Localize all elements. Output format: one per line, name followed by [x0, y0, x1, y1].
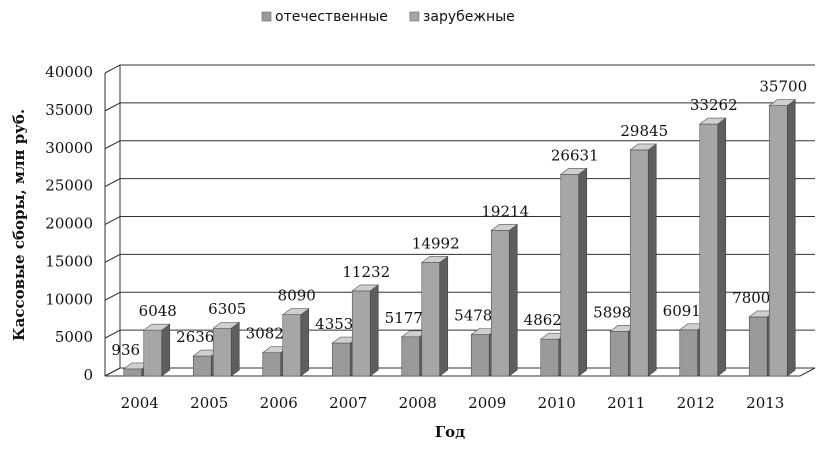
- grid-line: [104, 64, 815, 74]
- x-tick-label: 2010: [538, 394, 576, 412]
- bar-front: [490, 230, 510, 377]
- bar-top: [212, 321, 241, 329]
- bar: [281, 308, 310, 377]
- bar-front: [629, 149, 649, 377]
- bar-front: [679, 329, 699, 377]
- bar-top: [768, 99, 797, 106]
- bar-top: [142, 323, 171, 331]
- bar-side: [717, 117, 727, 377]
- bar-top: [629, 143, 658, 151]
- legend-label: отечественные: [275, 9, 388, 25]
- bar-front: [351, 290, 371, 377]
- bar-front: [212, 327, 232, 377]
- bar: [559, 167, 588, 377]
- bar-front: [262, 352, 282, 377]
- data-label: 6091: [663, 302, 701, 320]
- legend-label: зарубежные: [423, 9, 515, 25]
- y-tick-label: 10000: [45, 290, 93, 308]
- bar-top: [559, 167, 588, 175]
- bar-front: [560, 173, 580, 377]
- y-tick-label: 40000: [45, 63, 93, 81]
- x-tick-label: 2013: [746, 394, 784, 412]
- data-label: 2636: [176, 328, 214, 346]
- legend-swatch: [409, 11, 420, 22]
- bar-front: [540, 338, 560, 377]
- bar-top: [351, 284, 380, 292]
- y-tick-label: 30000: [45, 139, 93, 157]
- x-axis-label: Год: [435, 423, 465, 441]
- y-tick-label: 5000: [55, 328, 93, 346]
- bar-front: [123, 368, 143, 377]
- x-tick-label: 2009: [468, 394, 506, 412]
- bar-side: [439, 255, 449, 377]
- bar-side: [786, 98, 796, 377]
- bar-side: [578, 167, 588, 377]
- data-label: 936: [111, 341, 140, 359]
- data-label: 26631: [551, 146, 599, 164]
- bar-front: [421, 262, 441, 377]
- bar-front: [699, 123, 719, 377]
- data-label: 5177: [385, 309, 423, 327]
- bar-side: [647, 143, 657, 377]
- data-label: 4353: [315, 315, 353, 333]
- data-label: 19214: [481, 202, 529, 220]
- data-label: 6048: [139, 302, 177, 320]
- data-label: 3082: [246, 325, 284, 343]
- bar-side: [161, 323, 171, 377]
- data-label: 4862: [524, 311, 562, 329]
- bar: [490, 223, 519, 377]
- bar: [212, 321, 241, 377]
- data-label: 35700: [759, 78, 807, 96]
- legend-swatch: [261, 11, 272, 22]
- bar: [142, 323, 171, 377]
- bar: [768, 98, 797, 377]
- data-label: 5898: [593, 303, 631, 321]
- x-tick-label: 2004: [121, 394, 159, 412]
- bar: [351, 284, 380, 377]
- x-tick-label: 2008: [399, 394, 437, 412]
- data-label: 8090: [278, 287, 316, 305]
- bar-front: [470, 334, 490, 377]
- data-label: 29845: [620, 122, 668, 140]
- data-label: 6305: [208, 300, 246, 318]
- x-tick-label: 2007: [329, 394, 367, 412]
- bar-side: [369, 284, 379, 377]
- bar-top: [281, 308, 310, 316]
- y-tick-label: 35000: [45, 101, 93, 119]
- bar: [629, 143, 658, 377]
- bar: [420, 255, 449, 377]
- bar-side: [508, 223, 518, 377]
- bar-top: [420, 256, 449, 263]
- grid-line: [104, 140, 815, 150]
- y-tick-label: 0: [83, 366, 93, 384]
- y-tick-label: 15000: [45, 252, 93, 270]
- x-tick-label: 2011: [607, 394, 645, 412]
- bar-front: [331, 342, 351, 377]
- data-label: 11232: [342, 263, 390, 281]
- data-label: 33262: [690, 96, 738, 114]
- bar-front: [282, 314, 302, 377]
- data-label: 7800: [732, 289, 770, 307]
- x-tick-label: 2012: [677, 394, 715, 412]
- bar-front: [401, 336, 421, 377]
- data-label: 14992: [412, 234, 460, 252]
- bar-side: [300, 308, 310, 377]
- x-tick-label: 2005: [190, 394, 228, 412]
- y-tick-label: 25000: [45, 177, 93, 195]
- x-tick-label: 2006: [260, 394, 298, 412]
- data-label: 5478: [454, 307, 492, 325]
- bar-front: [143, 329, 163, 377]
- y-tick-label: 20000: [45, 215, 93, 233]
- bar-front: [192, 355, 212, 377]
- bar-front: [609, 331, 629, 377]
- bar: [698, 117, 727, 377]
- bar-top: [698, 117, 727, 125]
- y-axis-label: Кассовые сборы, млн руб.: [10, 109, 28, 341]
- bar-front: [768, 105, 788, 377]
- grid-line: [104, 102, 815, 112]
- bar-side: [230, 321, 240, 377]
- bar-top: [490, 224, 519, 231]
- bar-front: [748, 316, 768, 377]
